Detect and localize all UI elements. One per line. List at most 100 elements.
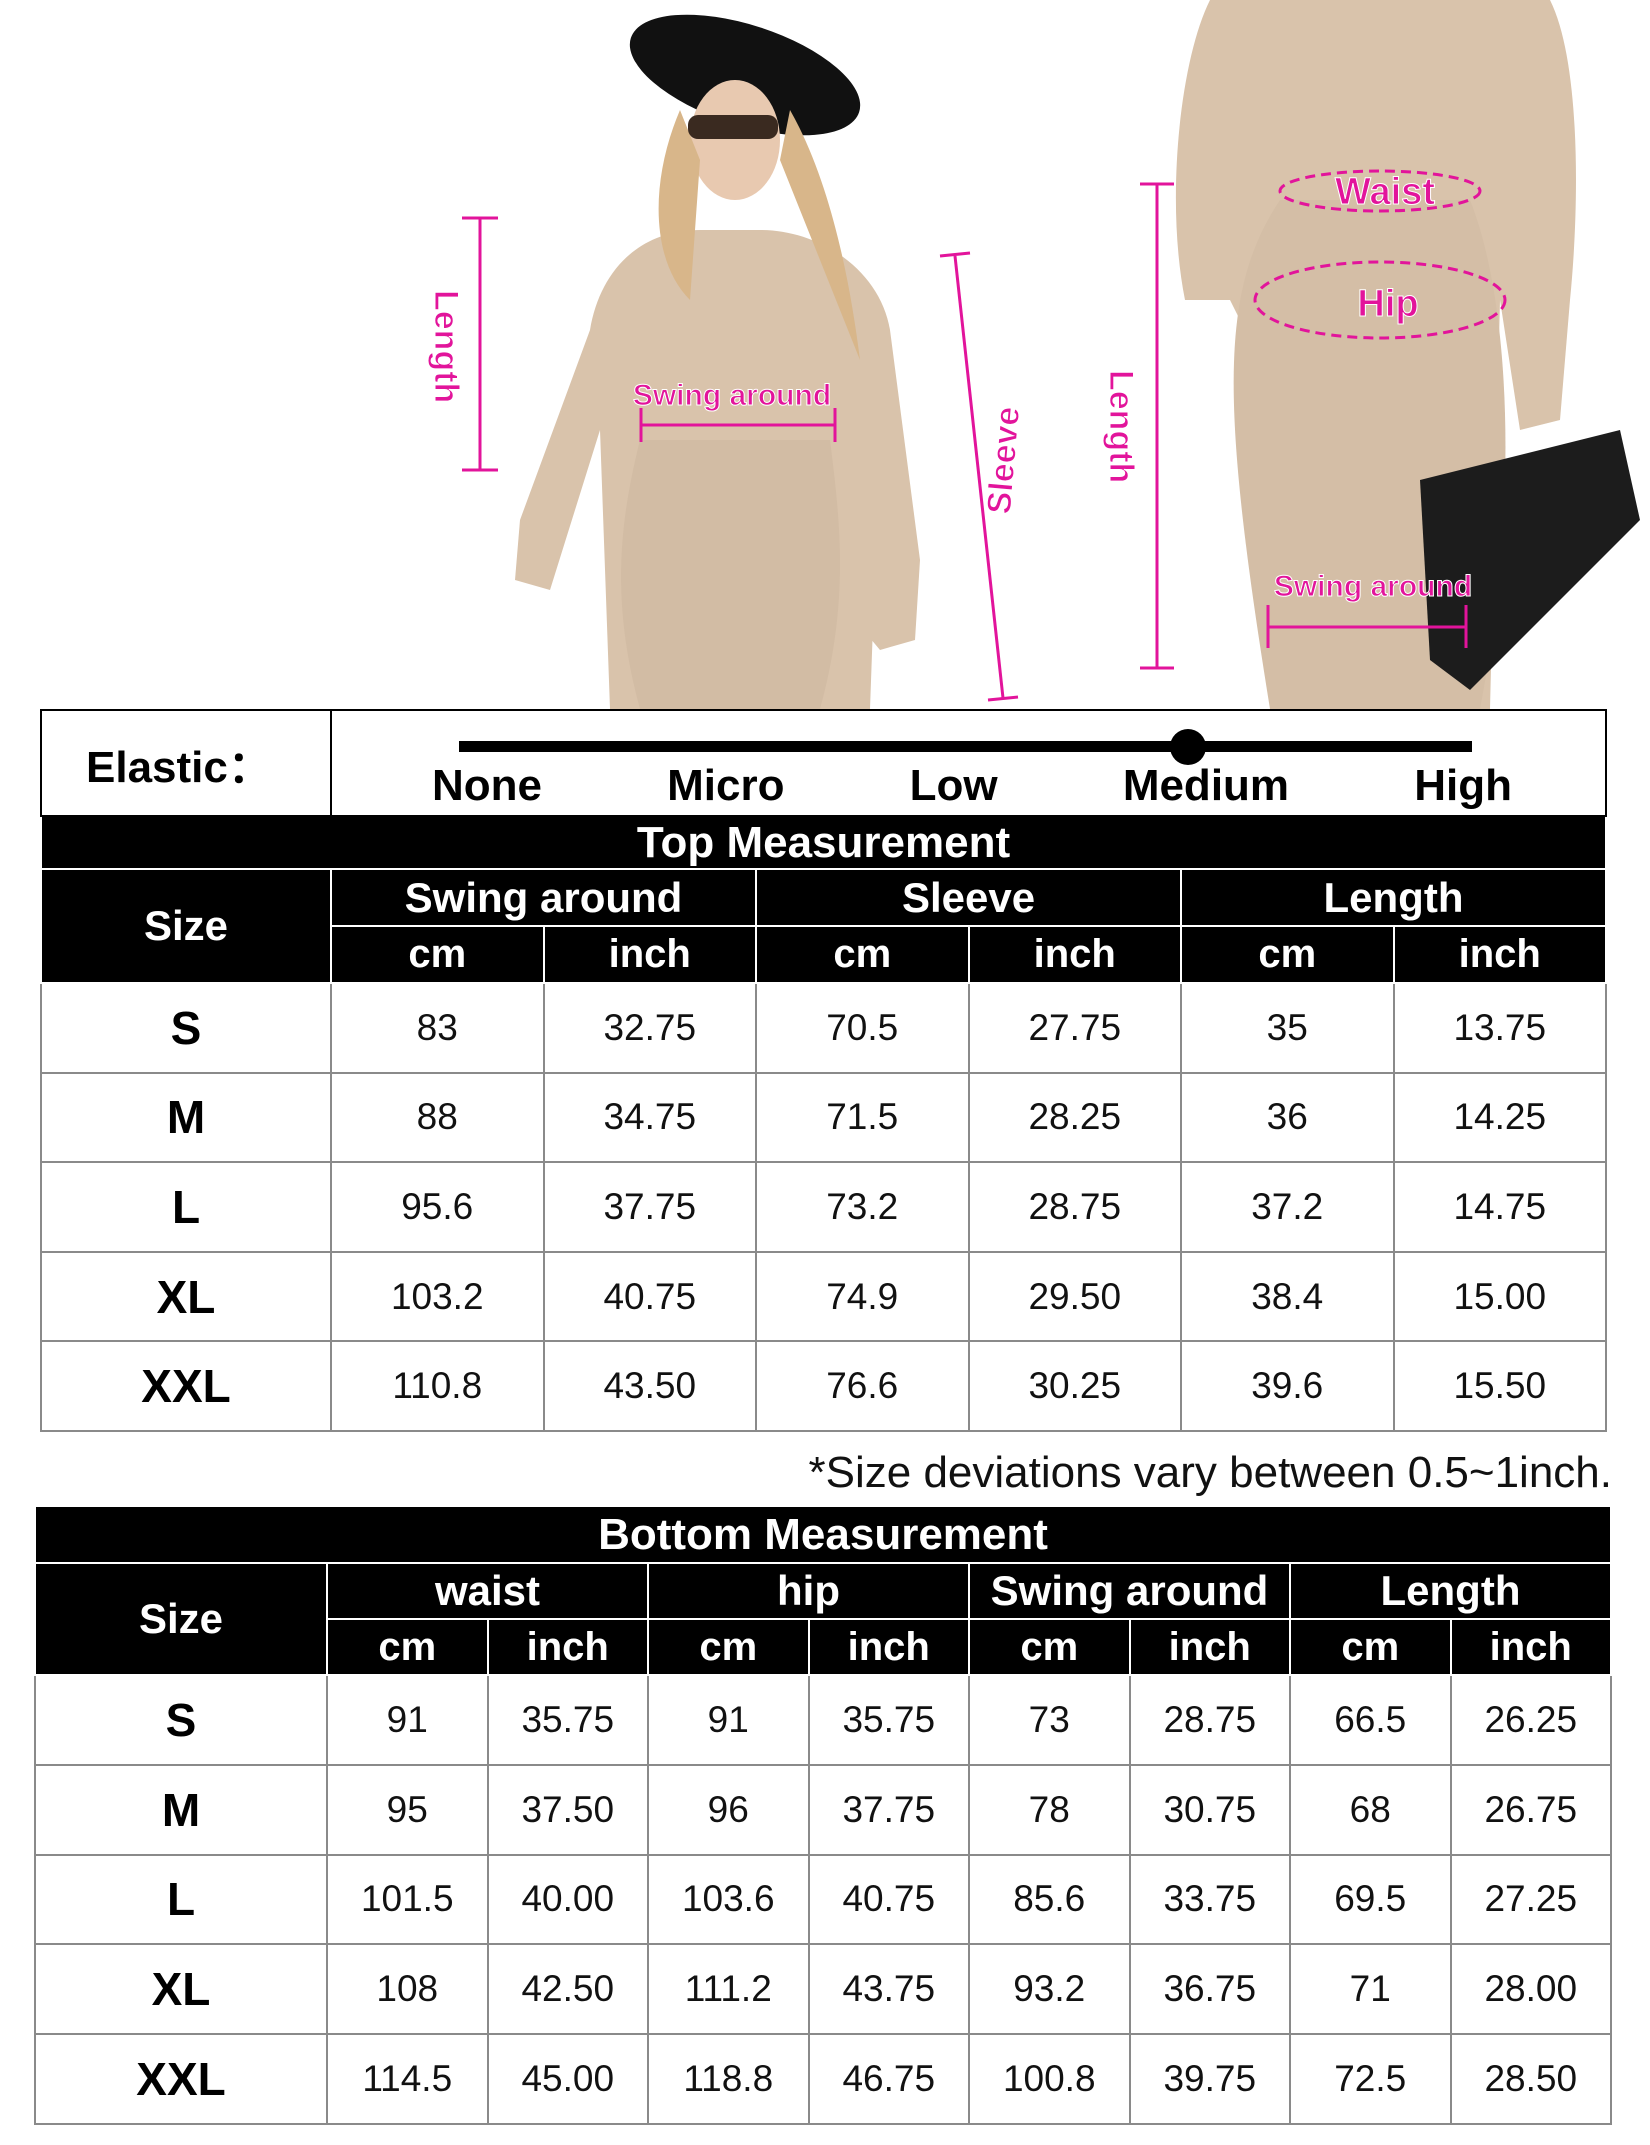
measurement-cell: 37.75 <box>807 1763 970 1856</box>
size-cell: XL <box>34 1943 328 2036</box>
measurement-cell: 40.00 <box>486 1853 649 1946</box>
measurement-cell: 29.50 <box>967 1250 1182 1343</box>
elasticity-level-medium: Medium <box>1122 761 1290 810</box>
table-title-row: Bottom Measurement <box>34 1505 1612 1564</box>
annotation-hip: Hip <box>1357 283 1418 325</box>
measurement-cell: 15.00 <box>1392 1250 1607 1343</box>
measurement-cell: 78 <box>968 1763 1131 1856</box>
elastic-row: Elastic： None Micro Low Medium High <box>40 709 1607 817</box>
measurement-cell: 73 <box>968 1674 1131 1766</box>
annotation-top-swing-around: Swing around <box>633 379 831 412</box>
measurement-cell: 45.00 <box>486 2033 649 2125</box>
size-cell: XL <box>40 1250 332 1343</box>
elasticity-levels: None Micro Low Medium High <box>432 761 1512 811</box>
table-row: M 88 34.75 71.5 28.25 36 14.25 <box>40 1071 1607 1164</box>
elasticity-level-low: Low <box>909 761 998 810</box>
elastic-label: Elastic： <box>40 709 332 817</box>
unit-header-cm: cm <box>755 925 970 984</box>
measurement-cell: 39.6 <box>1180 1340 1395 1432</box>
measurement-cell: 30.75 <box>1128 1763 1291 1856</box>
column-group-header: Swing around <box>968 1562 1291 1620</box>
measurement-cell: 36 <box>1180 1071 1395 1164</box>
unit-header-cm: cm <box>330 925 545 984</box>
size-header: Size <box>40 868 332 984</box>
table-row: S 83 32.75 70.5 27.75 35 13.75 <box>40 982 1607 1074</box>
elasticity-level-micro: Micro <box>667 761 785 810</box>
unit-header-row: cm inch cm inch cm inch <box>41 925 1607 984</box>
measurement-cell: 43.50 <box>542 1340 757 1432</box>
table-title-row: Top Measurement <box>40 815 1607 870</box>
group-header-row: Size waist hip Swing around Length <box>34 1562 1612 1676</box>
unit-header-inch: inch <box>486 1618 649 1676</box>
measurement-cell: 37.50 <box>486 1763 649 1856</box>
left-model-photo <box>515 14 920 709</box>
measurement-cell: 26.75 <box>1449 1763 1612 1856</box>
measurement-cell: 34.75 <box>542 1071 757 1164</box>
measurement-cell: 28.75 <box>1128 1674 1291 1766</box>
measurement-cell: 103.6 <box>647 1853 810 1946</box>
measurement-cell: 69.5 <box>1289 1853 1452 1946</box>
unit-header-cm: cm <box>326 1618 489 1676</box>
measurement-cell: 108 <box>326 1943 489 2036</box>
measurement-cell: 72.5 <box>1289 2033 1452 2125</box>
right-model-photo <box>1175 0 1640 709</box>
table-title: Top Measurement <box>40 815 1607 870</box>
measurement-cell: 76.6 <box>755 1340 970 1432</box>
measurement-cell: 35.75 <box>486 1674 649 1766</box>
measurement-cell: 14.25 <box>1392 1071 1607 1164</box>
measurement-cell: 118.8 <box>647 2033 810 2125</box>
annotation-waist: Waist <box>1335 171 1435 213</box>
measurement-cell: 74.9 <box>755 1250 970 1343</box>
measurement-cell: 32.75 <box>542 982 757 1074</box>
measurement-cell: 93.2 <box>968 1943 1131 2036</box>
measurement-cell: 68 <box>1289 1763 1452 1856</box>
measurement-cell: 14.75 <box>1392 1161 1607 1253</box>
table-row: L 101.5 40.00 103.6 40.75 85.6 33.75 69.5 27.25 <box>34 1853 1612 1946</box>
table-row: M 95 37.50 96 37.75 78 30.75 68 26.75 <box>34 1763 1612 1856</box>
size-cell: XXL <box>34 2033 328 2125</box>
measurement-cell: 40.75 <box>807 1853 970 1946</box>
measurement-cell: 27.75 <box>967 982 1182 1074</box>
bottom-measurement-table: Bottom Measurement Size waist hip Swing arou… <box>34 1505 1612 2125</box>
annotation-sleeve: Sleeve <box>980 405 1027 516</box>
annotation-bottom-swing-around: Swing around <box>1274 570 1472 603</box>
size-cell: L <box>40 1161 332 1253</box>
elasticity-scale-bar <box>459 729 1472 765</box>
size-cell: XXL <box>40 1340 332 1432</box>
table-row: XXL 114.5 45.00 118.8 46.75 100.8 39.75 72.5 28.… <box>34 2033 1612 2125</box>
unit-header-cm: cm <box>1289 1618 1452 1676</box>
table-row: XL 103.2 40.75 74.9 29.50 38.4 15.00 <box>40 1250 1607 1343</box>
annotation-right-length: Length <box>1102 370 1140 483</box>
measurement-cell: 38.4 <box>1180 1250 1395 1343</box>
measurement-cell: 33.75 <box>1128 1853 1291 1946</box>
measurement-cell: 71.5 <box>755 1071 970 1164</box>
measurement-cell: 40.75 <box>542 1250 757 1343</box>
size-cell: L <box>34 1853 328 1946</box>
measurement-cell: 43.75 <box>807 1943 970 2036</box>
measurement-cell: 46.75 <box>807 2033 970 2125</box>
annotation-left-length: Length <box>427 290 465 403</box>
measurement-cell: 101.5 <box>326 1853 489 1946</box>
table-title: Bottom Measurement <box>34 1505 1612 1564</box>
measurement-cell: 26.25 <box>1449 1674 1612 1766</box>
measurement-cell: 114.5 <box>326 2033 489 2125</box>
measurement-cell: 88 <box>330 1071 545 1164</box>
measurement-cell: 39.75 <box>1128 2033 1291 2125</box>
unit-header-inch: inch <box>967 925 1182 984</box>
column-group-header: Sleeve <box>755 868 1182 927</box>
elasticity-level-high: High <box>1414 761 1512 810</box>
unit-header-cm: cm <box>968 1618 1131 1676</box>
measurement-cell: 30.25 <box>967 1340 1182 1432</box>
size-cell: S <box>34 1674 328 1766</box>
model-photos: Length Swing around Sleeve Length Waist … <box>427 0 1640 709</box>
measurement-cell: 85.6 <box>968 1853 1131 1946</box>
measurement-cell: 110.8 <box>330 1340 545 1432</box>
measurement-cell: 28.25 <box>967 1071 1182 1164</box>
measurement-cell: 15.50 <box>1392 1340 1607 1432</box>
table-row: XL 108 42.50 111.2 43.75 93.2 36.75 71 28.00 <box>34 1943 1612 2036</box>
measurement-cell: 70.5 <box>755 982 970 1074</box>
elasticity-scale: None Micro Low Medium High <box>330 709 1607 817</box>
size-cell: M <box>40 1071 332 1164</box>
unit-header-inch: inch <box>1449 1618 1612 1676</box>
measurement-cell: 28.75 <box>967 1161 1182 1253</box>
